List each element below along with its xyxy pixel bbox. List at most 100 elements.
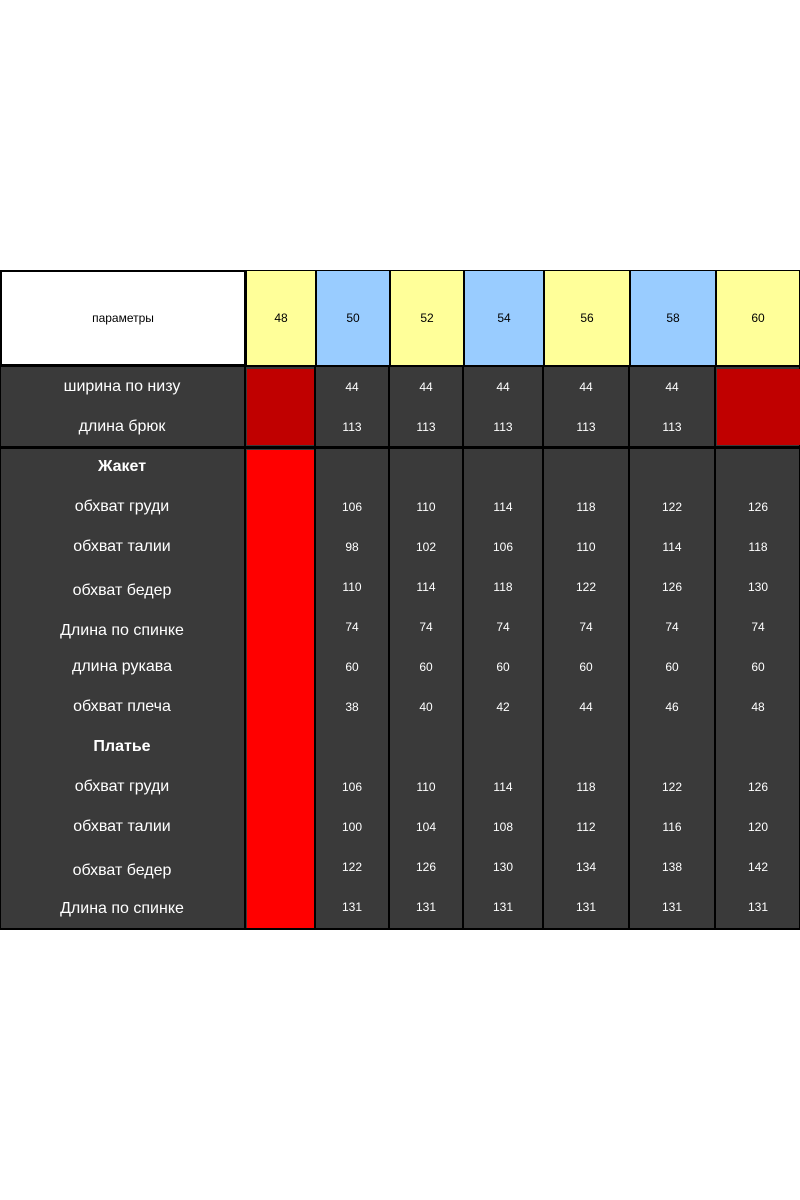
unavailable-48-trousers <box>247 369 314 445</box>
value-cell: 126 <box>415 860 437 874</box>
row-label-dress-back-length: Длина по спинке <box>60 900 184 917</box>
value-cell: 138 <box>661 860 683 874</box>
grid-vline <box>244 366 246 930</box>
value-cell: 74 <box>579 620 593 634</box>
value-cell: 116 <box>662 820 682 834</box>
value-cell: 113 <box>662 420 682 434</box>
value-cell: 44 <box>345 380 359 394</box>
header-size-48: 48 <box>246 270 316 366</box>
value-cell: 120 <box>747 820 769 834</box>
value-cell: 122 <box>341 860 363 874</box>
value-cell: 110 <box>576 540 596 554</box>
value-cell: 74 <box>345 620 359 634</box>
section-title-jacket: Жакет <box>97 458 147 475</box>
value-cell: 60 <box>751 660 765 674</box>
grid-hline-section <box>0 446 800 448</box>
value-cell: 60 <box>419 660 433 674</box>
value-cell: 108 <box>492 820 514 834</box>
value-cell: 130 <box>492 860 514 874</box>
value-cell: 114 <box>416 580 436 594</box>
header-size-56: 56 <box>544 270 630 366</box>
value-cell: 74 <box>496 620 510 634</box>
value-cell: 113 <box>576 420 596 434</box>
value-cell: 131 <box>747 900 769 914</box>
value-cell: 60 <box>345 660 359 674</box>
trousers-block <box>0 366 800 448</box>
header-size-52: 52 <box>390 270 464 366</box>
value-cell: 112 <box>576 820 596 834</box>
value-cell: 113 <box>493 420 513 434</box>
value-cell: 106 <box>341 500 363 514</box>
value-cell: 74 <box>665 620 679 634</box>
value-cell: 126 <box>747 780 769 794</box>
value-cell: 98 <box>345 540 359 554</box>
row-label-jacket-hips: обхват бедер <box>72 582 172 599</box>
value-cell: 113 <box>416 420 436 434</box>
value-cell: 48 <box>751 700 765 714</box>
size-56-label: 56 <box>580 311 594 325</box>
value-cell: 131 <box>492 900 514 914</box>
value-cell: 74 <box>751 620 765 634</box>
row-label-jacket-chest: обхват груди <box>74 498 170 515</box>
value-cell: 113 <box>342 420 362 434</box>
size-48-label: 48 <box>274 311 288 325</box>
section-title-dress: Платье <box>93 738 151 755</box>
size-50-label: 50 <box>346 311 360 325</box>
value-cell: 118 <box>576 500 596 514</box>
size-58-label: 58 <box>666 311 680 325</box>
value-cell: 110 <box>416 780 436 794</box>
value-cell: 114 <box>493 500 513 514</box>
row-label-jacket-sleeve-length: длина рукава <box>72 658 172 675</box>
value-cell: 131 <box>415 900 437 914</box>
value-cell: 106 <box>341 780 363 794</box>
header-parameters-label: параметры <box>92 311 154 325</box>
row-label-dress-chest: обхват груди <box>74 778 170 795</box>
row-label-jacket-waist: обхват талии <box>73 538 171 555</box>
value-cell: 126 <box>747 500 769 514</box>
size-52-label: 52 <box>420 311 434 325</box>
value-cell: 114 <box>493 780 513 794</box>
row-label-jacket-shoulder: обхват плеча <box>73 698 171 715</box>
value-cell: 38 <box>345 700 359 714</box>
value-cell: 118 <box>576 780 596 794</box>
value-cell: 44 <box>665 380 679 394</box>
value-cell: 44 <box>579 700 593 714</box>
grid-vline <box>388 366 390 930</box>
grid-vline <box>462 366 464 930</box>
value-cell: 60 <box>665 660 679 674</box>
unavailable-48-jacket-dress <box>247 450 314 928</box>
value-cell: 114 <box>662 540 682 554</box>
value-cell: 142 <box>747 860 769 874</box>
value-cell: 44 <box>579 380 593 394</box>
value-cell: 130 <box>747 580 769 594</box>
header-size-50: 50 <box>316 270 390 366</box>
value-cell: 44 <box>496 380 510 394</box>
row-label-dress-waist: обхват талии <box>73 818 171 835</box>
header-size-54: 54 <box>464 270 544 366</box>
value-cell: 131 <box>661 900 683 914</box>
size-54-label: 54 <box>497 311 511 325</box>
grid-vline <box>542 366 544 930</box>
value-cell: 106 <box>492 540 514 554</box>
header-size-60: 60 <box>716 270 800 366</box>
value-cell: 44 <box>419 380 433 394</box>
value-cell: 46 <box>665 700 679 714</box>
value-cell: 100 <box>341 820 363 834</box>
grid-hline-bottom <box>0 928 800 930</box>
value-cell: 102 <box>415 540 437 554</box>
value-cell: 40 <box>419 700 433 714</box>
value-cell: 104 <box>415 820 437 834</box>
value-cell: 122 <box>661 500 683 514</box>
value-cell: 60 <box>496 660 510 674</box>
value-cell: 118 <box>748 540 768 554</box>
value-cell: 110 <box>342 580 362 594</box>
size-chart-table: параметры 48 50 52 54 56 58 60 ширина по… <box>0 270 800 930</box>
row-label-trousers-length: длина брюк <box>78 418 166 435</box>
row-label-dress-hips: обхват бедер <box>72 862 172 879</box>
size-60-label: 60 <box>751 311 765 325</box>
header-parameters-cell: параметры <box>0 270 246 366</box>
value-cell: 110 <box>416 500 436 514</box>
grid-vline <box>714 366 716 930</box>
value-cell: 131 <box>575 900 597 914</box>
value-cell: 122 <box>661 780 683 794</box>
